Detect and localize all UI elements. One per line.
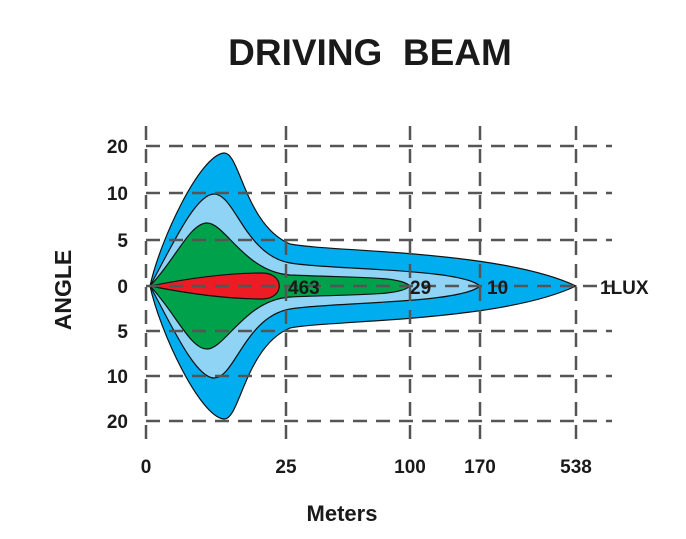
- y-tick-label: 10: [107, 367, 128, 388]
- contour-label: 10: [487, 278, 508, 299]
- contour-label: 29: [410, 278, 431, 299]
- x-tick-label: 170: [464, 457, 496, 478]
- x-tick-label: 0: [141, 457, 152, 478]
- x-tick-label: 100: [394, 457, 426, 478]
- axis-ticks: 20 10 5 0 5 10 20 0 25 100 170 538: [107, 137, 592, 478]
- y-tick-label: 10: [107, 184, 128, 205]
- y-tick-label: 5: [117, 322, 128, 343]
- grid: [144, 126, 612, 442]
- y-tick-label: 20: [107, 412, 128, 433]
- contour-label: 463: [288, 278, 320, 299]
- y-tick-label: 20: [107, 137, 128, 158]
- chart-title: DRIVING BEAM: [228, 32, 512, 73]
- y-tick-label: 5: [117, 231, 128, 252]
- contour-463-lux: [149, 272, 280, 300]
- x-tick-label: 25: [275, 457, 297, 478]
- x-axis-label: Meters: [307, 501, 378, 526]
- contour-label: 1LUX: [600, 278, 649, 299]
- y-axis-label: ANGLE: [50, 250, 76, 331]
- y-tick-label: 0: [117, 277, 128, 298]
- x-tick-label: 538: [560, 457, 592, 478]
- contour-labels: 1LUX 10 29 463: [288, 278, 649, 299]
